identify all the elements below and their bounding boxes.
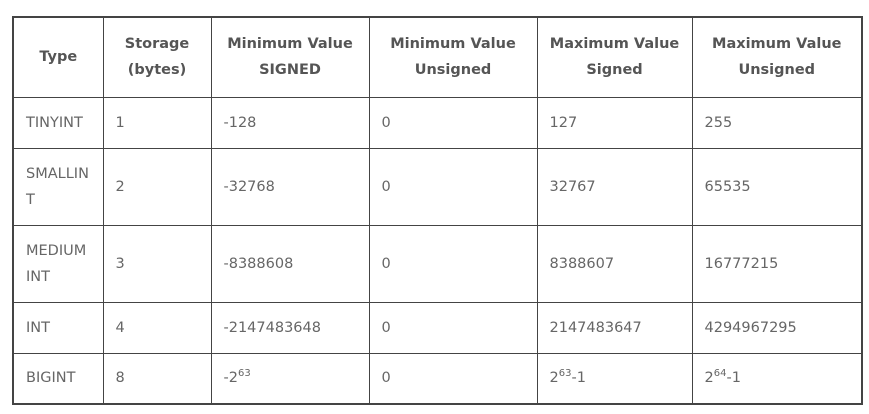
cell-type: BIGINT bbox=[12, 352, 104, 405]
table-row: SMALLIN T 2 -32768 0 32767 65535 bbox=[12, 147, 863, 226]
cell-max-unsigned: 255 bbox=[691, 96, 863, 149]
table-row: INT 4 -2147483648 0 2147483647 429496729… bbox=[12, 301, 863, 354]
header-storage: Storage (bytes) bbox=[102, 16, 212, 98]
integer-types-table: Type Storage (bytes) Minimum Value SIGNED … bbox=[12, 16, 863, 405]
cell-storage: 2 bbox=[102, 147, 212, 226]
table-row: TINYINT 1 -128 0 127 255 bbox=[12, 96, 863, 149]
cell-min-unsigned: 0 bbox=[368, 147, 538, 226]
cell-type: SMALLIN T bbox=[12, 147, 104, 226]
cell-min-signed: -32768 bbox=[210, 147, 370, 226]
cell-max-unsigned: 65535 bbox=[691, 147, 863, 226]
table-row: BIGINT 8 -263 0 263-1 264-1 bbox=[12, 352, 863, 405]
header-max-signed: Maximum Value Signed bbox=[536, 16, 693, 98]
exponent: 63 bbox=[237, 368, 251, 380]
cell-max-signed: 263-1 bbox=[536, 352, 693, 405]
cell-min-unsigned: 0 bbox=[368, 96, 538, 149]
header-type: Type bbox=[12, 16, 104, 98]
header-min-unsigned: Minimum Value Unsigned bbox=[368, 16, 538, 98]
header-max-unsigned: Maximum Value Unsigned bbox=[691, 16, 863, 98]
cell-max-signed: 2147483647 bbox=[536, 301, 693, 354]
cell-min-unsigned: 0 bbox=[368, 352, 538, 405]
cell-storage: 8 bbox=[102, 352, 212, 405]
cell-type: MEDIUM INT bbox=[12, 224, 104, 303]
integer-types-table-container: Type Storage (bytes) Minimum Value SIGNED … bbox=[12, 16, 863, 405]
cell-max-unsigned: 4294967295 bbox=[691, 301, 863, 354]
cell-storage: 3 bbox=[102, 224, 212, 303]
table-row: MEDIUM INT 3 -8388608 0 8388607 16777215 bbox=[12, 224, 863, 303]
cell-min-unsigned: 0 bbox=[368, 301, 538, 354]
cell-type: INT bbox=[12, 301, 104, 354]
cell-min-unsigned: 0 bbox=[368, 224, 538, 303]
table-header-row: Type Storage (bytes) Minimum Value SIGNED … bbox=[12, 16, 863, 98]
cell-max-unsigned: 264-1 bbox=[691, 352, 863, 405]
cell-max-signed: 8388607 bbox=[536, 224, 693, 303]
cell-min-signed: -8388608 bbox=[210, 224, 370, 303]
exponent: 64 bbox=[713, 368, 727, 380]
cell-min-signed: -128 bbox=[210, 96, 370, 149]
header-min-signed: Minimum Value SIGNED bbox=[210, 16, 370, 98]
cell-max-unsigned: 16777215 bbox=[691, 224, 863, 303]
exponent: 63 bbox=[558, 368, 572, 380]
cell-storage: 1 bbox=[102, 96, 212, 149]
cell-type: TINYINT bbox=[12, 96, 104, 149]
cell-max-signed: 32767 bbox=[536, 147, 693, 226]
cell-max-signed: 127 bbox=[536, 96, 693, 149]
cell-min-signed: -263 bbox=[210, 352, 370, 405]
cell-storage: 4 bbox=[102, 301, 212, 354]
cell-min-signed: -2147483648 bbox=[210, 301, 370, 354]
